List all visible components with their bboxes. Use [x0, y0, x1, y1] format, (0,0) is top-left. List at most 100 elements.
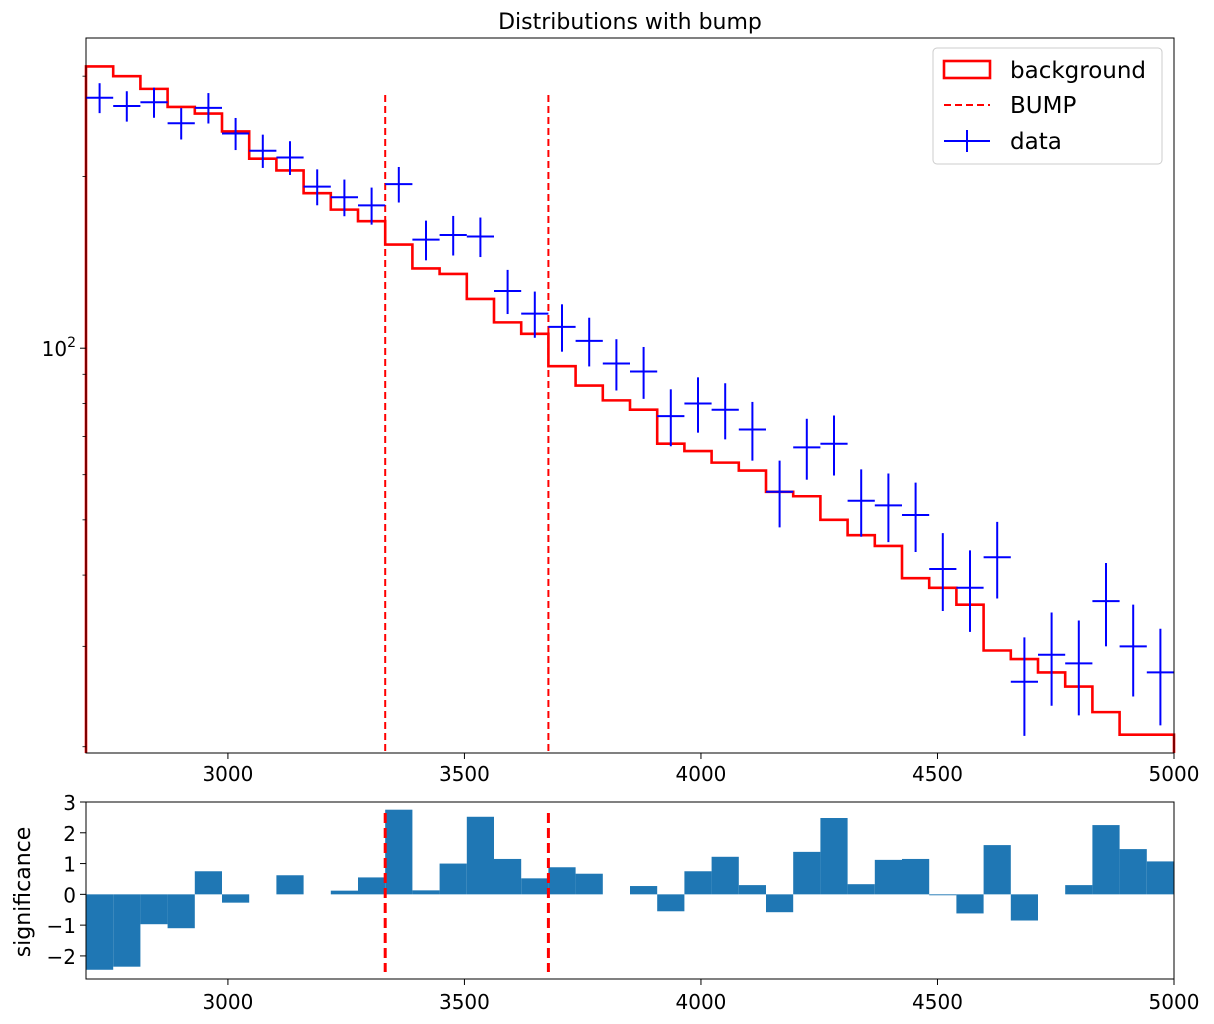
data-point — [194, 93, 222, 124]
data-point — [330, 179, 358, 217]
significance-bar — [766, 894, 794, 913]
lower-x-tick-label: 5000 — [1149, 990, 1200, 1014]
significance-bar — [983, 845, 1011, 895]
significance-bar — [929, 894, 957, 896]
data-point — [249, 134, 277, 168]
significance-bar — [738, 885, 766, 895]
significance-bar — [140, 894, 168, 925]
significance-bar — [1092, 825, 1120, 895]
legend: background BUMP data — [932, 47, 1163, 165]
data-point — [86, 83, 114, 114]
significance-bar — [1010, 894, 1038, 921]
data-point — [902, 482, 930, 553]
significance-bar — [330, 890, 358, 895]
lower-bump-lines — [383, 813, 550, 972]
data-point — [820, 415, 848, 476]
legend-background-swatch — [942, 59, 992, 80]
data-point — [1038, 612, 1066, 706]
data-point — [548, 304, 576, 352]
lower-y-tick-label: −1 — [47, 914, 76, 938]
lower-x-axis: 3000 3500 4000 4500 5000 — [202, 979, 1199, 1014]
lower-x-tick-label: 4500 — [912, 990, 963, 1014]
significance-bar — [466, 816, 494, 895]
data-point — [602, 339, 630, 391]
legend-bump-label: BUMP — [1010, 93, 1076, 119]
data-point — [847, 469, 875, 537]
chart-title: Distributions with bump — [498, 10, 762, 35]
y-tick-label: 102 — [42, 335, 76, 361]
data-point — [956, 550, 984, 632]
data-point — [575, 317, 603, 367]
significance-bar — [167, 894, 195, 929]
upper-plot-frame — [85, 37, 1175, 754]
data-point — [874, 473, 902, 543]
data-point — [793, 418, 821, 480]
x-tick-label: 3500 — [439, 762, 490, 786]
upper-bump-lines — [384, 95, 550, 753]
data-point — [1146, 628, 1174, 726]
data-point — [521, 291, 549, 338]
data-point — [385, 166, 413, 203]
significance-bar — [847, 884, 875, 895]
legend-data-swatch — [944, 130, 990, 152]
lower-y-tick-label: 3 — [63, 791, 76, 815]
lower-x-tick-label: 4000 — [676, 990, 727, 1014]
significance-bar — [630, 886, 658, 895]
data-point — [766, 460, 794, 528]
significance-bar — [711, 856, 739, 895]
background-histogram — [84, 65, 1176, 753]
significance-bar — [1065, 885, 1093, 895]
significance-bar — [86, 894, 114, 970]
significance-bar — [439, 863, 467, 895]
significance-bar — [113, 894, 141, 967]
significance-bar — [222, 894, 250, 903]
significance-bar — [1146, 861, 1174, 895]
data-point — [929, 533, 957, 612]
upper-panel: Distributions with bump 3000 3500 4000 4500… — [42, 10, 1200, 786]
data-point — [983, 521, 1011, 599]
upper-y-axis: 102 — [42, 75, 86, 748]
significance-bars — [86, 809, 1174, 970]
lower-y-tick-label: −2 — [47, 945, 76, 969]
data-point — [222, 117, 250, 151]
data-point — [167, 108, 195, 140]
legend-data-label: data — [1010, 129, 1062, 155]
x-tick-label: 4000 — [676, 762, 727, 786]
significance-bar — [684, 871, 712, 895]
data-point — [439, 215, 467, 256]
data-point — [1092, 563, 1120, 647]
lower-plot-frame — [85, 801, 1175, 980]
upper-x-axis: 3000 3500 4000 4500 5000 — [202, 753, 1199, 786]
data-point — [1119, 604, 1147, 697]
significance-bar — [385, 809, 413, 895]
significance-bar — [276, 875, 304, 895]
significance-bar — [657, 894, 685, 912]
significance-bar — [194, 871, 222, 895]
data-point — [657, 389, 685, 447]
data-point — [358, 187, 386, 225]
lower-x-tick-label: 3500 — [439, 990, 490, 1014]
data-point — [276, 141, 304, 175]
significance-bar — [902, 858, 930, 895]
lower-y-tick-label: 2 — [63, 822, 76, 846]
lower-y-tick-label: 0 — [63, 883, 76, 907]
significance-bar — [494, 858, 522, 895]
significance-bar — [820, 818, 848, 895]
lower-y-axis: 3 2 1 0 −1 −2 — [47, 791, 86, 969]
x-tick-label: 4500 — [912, 762, 963, 786]
data-point — [303, 169, 331, 206]
data-point — [494, 269, 522, 315]
lower-y-tick-label: 1 — [63, 853, 76, 877]
significance-bar — [793, 851, 821, 895]
x-tick-label: 5000 — [1149, 762, 1200, 786]
legend-background-label: background — [1010, 58, 1146, 84]
data-point — [711, 383, 739, 440]
data-point — [630, 346, 658, 399]
data-point — [738, 401, 766, 461]
x-tick-label: 3000 — [202, 762, 253, 786]
significance-bar — [1119, 849, 1147, 895]
significance-bar — [575, 873, 603, 895]
data-point — [1010, 637, 1038, 736]
lower-x-tick-label: 3000 — [202, 990, 253, 1014]
